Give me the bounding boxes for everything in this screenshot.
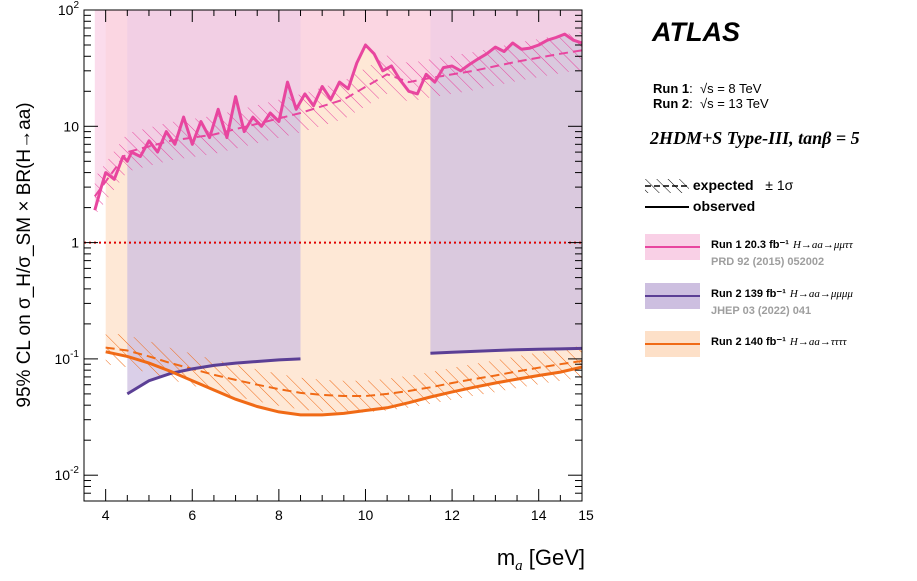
entry-run2-4mu-label: Run 2 139 fb⁻¹ H→aa→μμμμ <box>711 288 853 300</box>
expected-band-4tau <box>105 332 582 413</box>
expected-bands <box>94 31 582 413</box>
y-tick-label: 10 <box>63 118 79 134</box>
x-tick-label: 4 <box>102 507 110 523</box>
observed-label: observed <box>692 198 756 214</box>
excluded-region-4mu-high <box>430 10 582 354</box>
model-label: 2HDM+S Type-III, tanβ = 5 <box>650 128 860 148</box>
sigma-label: ± 1σ <box>765 177 794 193</box>
x-tick-label: 12 <box>444 507 460 523</box>
line-run2-4mu <box>645 295 700 297</box>
entry-run1-label: Run 1 20.3 fb⁻¹ H→aa→μμττ <box>711 239 853 251</box>
atlas-label: ATLAS <box>652 17 740 47</box>
legend-observed: observed <box>645 198 755 214</box>
y-tick-label: 10-1 <box>55 349 80 367</box>
x-tick-label: 15 <box>578 507 594 523</box>
observed-line-4mu-low <box>126 357 301 396</box>
x-tick-label: 10 <box>358 507 374 523</box>
legend-entry-run2-4mu: Run 2 139 fb⁻¹ H→aa→μμμμ JHEP 03 (2022) 0… <box>645 283 915 327</box>
run1-energy: √s = 8 TeV <box>699 81 762 96</box>
run1-info: Run 1: √s = 8 TeV <box>653 81 762 96</box>
hatch-icon <box>645 179 689 194</box>
entry-run1-ref: PRD 92 (2015) 052002 <box>711 256 825 268</box>
x-axis-label: ma [GeV] <box>497 545 585 574</box>
legend-expected: expected ± 1σ <box>645 177 794 194</box>
limit-curves <box>84 32 582 417</box>
plot-frame <box>83 9 583 502</box>
expected-line-4tau <box>105 346 582 397</box>
legend-entry-run1: Run 1 20.3 fb⁻¹ H→aa→μμττ PRD 92 (2015) 0… <box>645 234 915 278</box>
x-tick-label: 8 <box>275 507 283 523</box>
y-axis-label: 95% CL on σ_H/σ_SM × BR(H→aa) <box>14 102 35 407</box>
expected-band-run1 <box>94 31 582 216</box>
legend-entry-run2-4tau: Run 2 140 fb⁻¹ H→aa→ττττ <box>645 331 915 375</box>
run2-energy: √s = 13 TeV <box>699 96 769 111</box>
entry-run2-4tau-label: Run 2 140 fb⁻¹ H→aa→ττττ <box>711 336 847 348</box>
entry-run2-4mu-ref: JHEP 03 (2022) 041 <box>711 305 812 317</box>
observed-line-4mu-high <box>430 346 582 355</box>
run2-info: Run 2: √s = 13 TeV <box>653 96 769 111</box>
run2-label: Run 2 <box>653 96 690 111</box>
y-tick-label: 102 <box>58 0 80 18</box>
line-run2-4tau <box>645 343 700 345</box>
line-run1 <box>645 246 700 248</box>
observed-line-4tau <box>105 350 582 417</box>
svg-text:95% CL on σ_H/σ_SM × BR(H→aa): 95% CL on σ_H/σ_SM × BR(H→aa) <box>14 102 35 407</box>
axis-ticks: 4 6 8 10 12 14 15 10-2 10-1 1 10 102 <box>55 0 594 523</box>
x-tick-label: 6 <box>188 507 196 523</box>
run1-label: Run 1 <box>653 81 690 96</box>
observed-line-run1 <box>93 32 582 211</box>
expected-label: expected <box>692 177 754 193</box>
y-tick-label: 10-2 <box>55 465 80 483</box>
x-tick-label: 14 <box>531 507 547 523</box>
solid-line-icon <box>645 206 689 209</box>
y-tick-label: 1 <box>71 235 79 251</box>
